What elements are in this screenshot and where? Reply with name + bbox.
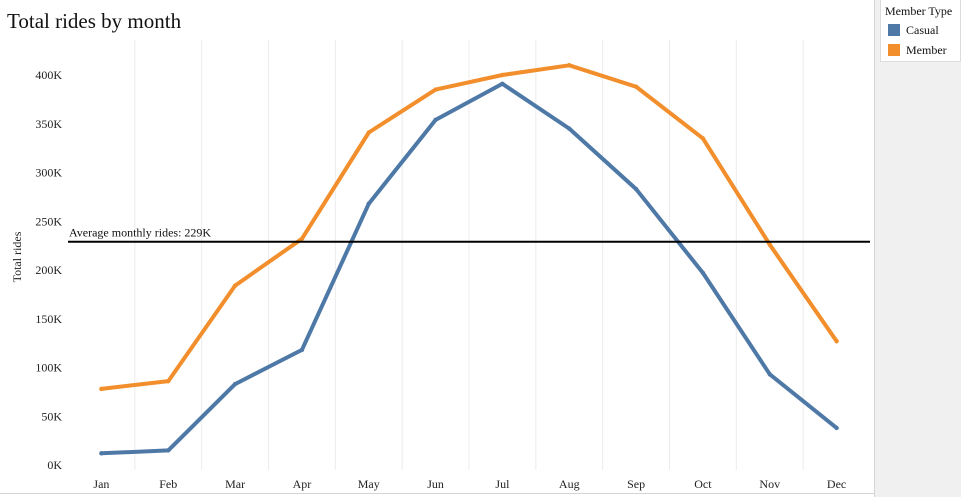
legend-swatch-casual [888,24,900,36]
data-point-member [366,130,371,135]
reference-line-label: Average monthly rides: 229K [69,226,211,240]
data-point-member [633,84,639,89]
data-point-member [700,136,706,141]
series-line-member [99,63,839,391]
y-tick-label: 50K [41,409,62,423]
x-tick-label: May [358,477,380,491]
y-tick-label: 0K [47,458,62,472]
x-tick-label: Jun [427,477,444,491]
x-tick-label: Jul [495,477,510,491]
y-tick-label: 350K [35,117,62,131]
y-tick-label: 100K [35,361,62,375]
x-tick-label: Aug [559,477,580,491]
data-point-casual [232,381,238,387]
x-tick-label: Nov [759,477,780,491]
data-point-member [433,87,438,92]
y-tick-label: 250K [35,214,62,228]
data-point-member [232,283,238,288]
data-point-member [299,236,305,241]
y-tick-label: 400K [35,68,62,82]
legend-title: Member Type [885,4,953,18]
data-point-casual [567,126,572,131]
y-tick-label: 200K [35,263,62,277]
chart-title: Total rides by month [7,9,182,33]
data-point-casual [366,201,371,206]
data-point-casual [433,117,438,123]
x-tick-label: Oct [694,477,712,491]
legend-label-casual: Casual [906,23,939,37]
data-point-member [500,72,505,78]
x-tick-label: Apr [293,477,312,491]
data-point-member [166,378,171,384]
x-tick-label: Sep [627,477,645,491]
y-tick-label: 150K [35,312,62,326]
x-tick-label: Jan [93,477,109,491]
x-tick-label: Mar [225,477,245,491]
y-tick-label: 300K [35,166,62,180]
legend-label-member: Member [906,43,947,57]
data-point-member [834,338,839,344]
line-chart: Total rides 0K 50K 100K 150K 200K 250K 300K 350K… [10,40,870,491]
legend[interactable]: Member Type Casual Member [880,0,961,62]
data-point-member [767,242,772,247]
data-point-casual [767,372,772,377]
bottom-border [0,493,874,494]
right-panel [874,0,961,497]
y-axis-title: Total rides [10,231,24,282]
data-point-casual [834,425,839,431]
data-point-member [567,63,572,68]
x-tick-label: Feb [159,477,177,491]
series-line-casual [99,81,839,456]
data-point-casual [166,448,171,453]
x-tick-label: Dec [827,477,846,491]
data-point-casual [633,186,639,192]
data-point-casual [500,81,505,86]
data-point-casual [99,451,104,456]
legend-swatch-member [888,44,900,56]
data-point-casual [700,270,706,276]
data-point-casual [299,347,305,353]
data-point-member [99,386,104,392]
